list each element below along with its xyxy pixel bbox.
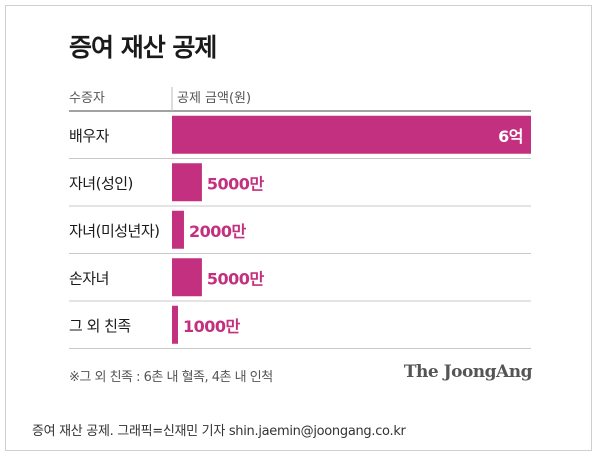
category-label: 자녀(성인) [69,174,133,192]
bar [172,115,531,154]
value-label: 1000만 [183,317,241,336]
bar [172,163,202,202]
image-caption: 증여 재산 공제. 그래픽=신재민 기자 shin.jaemin@joongan… [32,424,406,439]
value-label: 2000만 [189,222,247,241]
category-label: 자녀(미성년자) [69,222,160,240]
category-header: 수증자 [69,91,105,106]
source-logo: The JoongAng [403,362,533,382]
bar [172,258,202,297]
category-label: 손자녀 [69,269,109,287]
value-header: 공제 금액(원) [177,91,251,106]
chart-title: 증여 재산 공제 [69,33,217,62]
bar [172,305,178,344]
category-label: 배우자 [69,127,110,145]
bar [172,210,184,249]
value-label: 5000만 [207,269,265,288]
chart-footnote: ※그 외 친족 : 6촌 내 혈족, 4촌 내 인척 [69,370,273,385]
value-label: 6억 [498,127,523,146]
category-label: 그 외 친족 [69,317,131,335]
value-label: 5000만 [207,174,265,193]
figure-frame [5,5,592,451]
